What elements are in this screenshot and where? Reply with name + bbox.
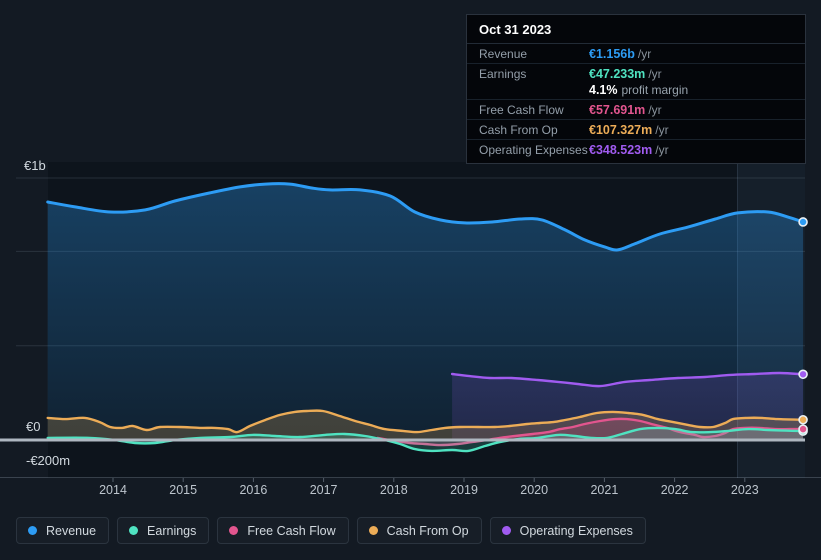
earnings-dot-icon (129, 526, 139, 535)
earnings-revenue-history-chart[interactable]: 2014 2015 2016 2017 2018 2019 2020 2021 2022 2023 (0, 0, 821, 510)
tooltip-suffix: /yr (648, 67, 662, 81)
legend-item-operating-expenses[interactable]: Operating Expenses (489, 517, 646, 544)
x-axis-year-label: 2021 (590, 483, 618, 497)
free-cash-flow-endpoint-dot (798, 424, 808, 434)
legend-label: Free Cash Flow (247, 523, 336, 538)
cash-from-op-endpoint-dot (798, 414, 808, 425)
x-axis-year-label: 2014 (99, 483, 127, 497)
tooltip-label: Earnings (479, 67, 527, 81)
tooltip-value-1: €47.233m (589, 67, 646, 81)
cash-from-op-dot-icon (368, 526, 378, 535)
tooltip-row-free-cash-flow: Free Cash Flow €57.691m /yr (467, 99, 805, 119)
tooltip-suffix: /yr (648, 103, 662, 117)
tooltip-suffix: /yr (637, 47, 652, 61)
x-axis-year-label: 2020 (520, 483, 548, 497)
legend-label: Cash From Op (386, 523, 469, 538)
revenue-endpoint-dot (798, 217, 808, 227)
tooltip-row-revenue: Revenue €1.156b /yr (467, 44, 805, 63)
x-axis-year-label: 2018 (380, 483, 408, 497)
legend: Revenue Earnings Free Cash Flow Cash Fro… (16, 517, 646, 544)
chart-tooltip: Oct 31 2023 Revenue €1.156b /yr Earnings… (466, 14, 806, 164)
legend-label: Operating Expenses (519, 523, 633, 538)
tooltip-row-earnings: Earnings €47.233m /yr (467, 63, 805, 83)
x-axis-year-label: 2019 (450, 483, 478, 497)
tooltip-value-4: €348.523m (589, 143, 653, 157)
operating-expenses-dot-icon (501, 526, 511, 535)
y-axis-label-neg200m: -€200m (26, 453, 71, 468)
x-axis: 2014 2015 2016 2017 2018 2019 2020 2021 2022 2023 (0, 477, 821, 497)
legend-label: Earnings (147, 523, 197, 538)
profit-margin-text: profit margin (621, 83, 689, 97)
tooltip-row-profit-margin: 4.1% profit margin (467, 83, 805, 99)
tooltip-value-0: €1.156b (589, 47, 635, 61)
x-axis-year-label: 2017 (310, 483, 338, 497)
revenue-series (46, 182, 805, 440)
x-axis-year-label: 2023 (731, 483, 759, 497)
tooltip-date: Oct 31 2023 (467, 15, 805, 44)
tooltip-suffix: /yr (655, 123, 669, 137)
x-axis-year-label: 2015 (169, 483, 197, 497)
tooltip-label: Revenue (479, 47, 528, 61)
legend-item-revenue[interactable]: Revenue (16, 517, 110, 544)
operating-expenses-endpoint-dot (798, 369, 808, 380)
tooltip-row-operating-expenses: Operating Expenses €348.523m /yr (467, 139, 805, 159)
tooltip-value-3: €107.327m (589, 123, 653, 137)
tooltip-value-2: €57.691m (589, 103, 646, 117)
tooltip-row-cash-from-op: Cash From Op €107.327m /yr (467, 119, 805, 139)
legend-item-earnings[interactable]: Earnings (117, 517, 210, 544)
legend-label: Revenue (46, 523, 97, 538)
tooltip-suffix: /yr (655, 143, 669, 157)
legend-item-cash-from-op[interactable]: Cash From Op (356, 517, 482, 544)
profit-margin-value: 4.1% (589, 83, 618, 97)
y-axis-label-zero: €0 (26, 419, 41, 434)
tooltip-label: Operating Expenses (479, 143, 588, 157)
free-cash-flow-dot-icon (229, 526, 239, 535)
tooltip-label: Free Cash Flow (479, 103, 564, 117)
x-axis-year-label: 2022 (661, 483, 689, 497)
x-axis-year-label: 2016 (239, 483, 267, 497)
legend-item-free-cash-flow[interactable]: Free Cash Flow (217, 517, 349, 544)
cash-from-op-series (46, 409, 805, 440)
tooltip-label: Cash From Op (479, 123, 558, 137)
revenue-dot-icon (28, 526, 37, 535)
endpoint-markers (798, 217, 808, 436)
y-axis-label-1b: €1b (24, 158, 46, 173)
